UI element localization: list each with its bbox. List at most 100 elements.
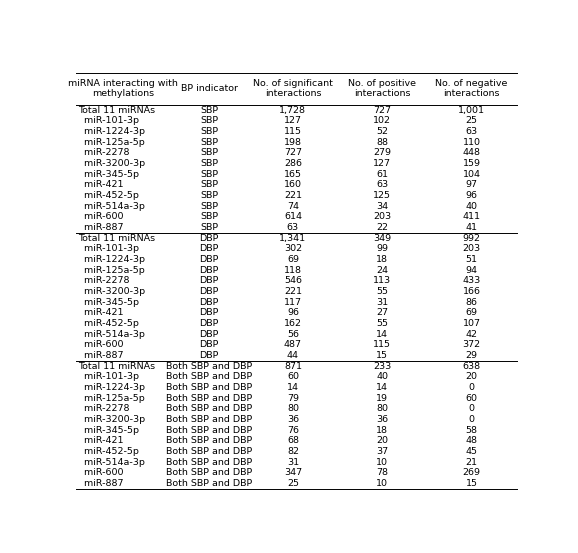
Text: 14: 14: [376, 330, 388, 338]
Text: 638: 638: [462, 362, 480, 371]
Text: 63: 63: [376, 180, 388, 189]
Text: SBP: SBP: [200, 106, 218, 114]
Text: Both SBP and DBP: Both SBP and DBP: [166, 457, 252, 467]
Text: miR-101-3p: miR-101-3p: [77, 116, 139, 125]
Text: 24: 24: [376, 265, 388, 274]
Text: 302: 302: [284, 244, 302, 253]
Text: miR-1224-3p: miR-1224-3p: [77, 127, 144, 136]
Text: DBP: DBP: [199, 340, 219, 349]
Text: 31: 31: [376, 298, 388, 306]
Text: DBP: DBP: [199, 265, 219, 274]
Text: 25: 25: [287, 479, 299, 488]
Text: 60: 60: [287, 372, 299, 381]
Text: Both SBP and DBP: Both SBP and DBP: [166, 415, 252, 424]
Text: 78: 78: [376, 468, 388, 477]
Text: 34: 34: [376, 201, 388, 211]
Text: 27: 27: [376, 308, 388, 317]
Text: miR-452-5p: miR-452-5p: [77, 191, 139, 200]
Text: No. of positive
interactions: No. of positive interactions: [348, 79, 416, 98]
Text: 51: 51: [465, 255, 477, 264]
Text: miR-2278: miR-2278: [77, 148, 129, 157]
Text: 159: 159: [462, 159, 480, 168]
Text: 115: 115: [373, 340, 391, 349]
Text: BP indicator: BP indicator: [181, 84, 238, 93]
Text: SBP: SBP: [200, 201, 218, 211]
Text: 992: 992: [462, 233, 480, 243]
Text: 61: 61: [376, 170, 388, 179]
Text: Both SBP and DBP: Both SBP and DBP: [166, 468, 252, 477]
Text: 0: 0: [468, 404, 475, 413]
Text: miR-3200-3p: miR-3200-3p: [77, 415, 144, 424]
Text: 614: 614: [284, 212, 302, 221]
Text: miR-452-5p: miR-452-5p: [77, 319, 139, 328]
Text: 221: 221: [284, 191, 302, 200]
Text: 14: 14: [376, 383, 388, 392]
Text: Both SBP and DBP: Both SBP and DBP: [166, 447, 252, 456]
Text: 86: 86: [465, 298, 477, 306]
Text: 80: 80: [287, 404, 299, 413]
Text: miR-887: miR-887: [77, 351, 123, 360]
Text: 113: 113: [373, 276, 391, 285]
Text: 160: 160: [284, 180, 302, 189]
Text: 19: 19: [376, 394, 388, 403]
Text: 727: 727: [373, 106, 391, 114]
Text: 166: 166: [462, 287, 480, 296]
Text: Both SBP and DBP: Both SBP and DBP: [166, 362, 252, 371]
Text: miR-600: miR-600: [77, 340, 123, 349]
Text: DBP: DBP: [199, 287, 219, 296]
Text: miR-1224-3p: miR-1224-3p: [77, 383, 144, 392]
Text: 165: 165: [284, 170, 302, 179]
Text: DBP: DBP: [199, 330, 219, 338]
Text: SBP: SBP: [200, 116, 218, 125]
Text: 221: 221: [284, 287, 302, 296]
Text: 118: 118: [284, 265, 302, 274]
Text: 0: 0: [468, 415, 475, 424]
Text: 96: 96: [465, 191, 477, 200]
Text: SBP: SBP: [200, 191, 218, 200]
Text: 102: 102: [373, 116, 391, 125]
Text: miR-345-5p: miR-345-5p: [77, 298, 139, 306]
Text: miR-2278: miR-2278: [77, 276, 129, 285]
Text: SBP: SBP: [200, 212, 218, 221]
Text: 44: 44: [287, 351, 299, 360]
Text: miR-125a-5p: miR-125a-5p: [77, 265, 144, 274]
Text: 69: 69: [287, 255, 299, 264]
Text: SBP: SBP: [200, 127, 218, 136]
Text: 1,001: 1,001: [458, 106, 485, 114]
Text: 198: 198: [284, 138, 302, 147]
Text: 74: 74: [287, 201, 299, 211]
Text: 127: 127: [284, 116, 302, 125]
Text: 18: 18: [376, 426, 388, 435]
Text: miR-3200-3p: miR-3200-3p: [77, 287, 144, 296]
Text: miR-101-3p: miR-101-3p: [77, 244, 139, 253]
Text: DBP: DBP: [199, 319, 219, 328]
Text: 203: 203: [462, 244, 480, 253]
Text: 18: 18: [376, 255, 388, 264]
Text: 48: 48: [465, 436, 477, 445]
Text: 10: 10: [376, 479, 388, 488]
Text: Both SBP and DBP: Both SBP and DBP: [166, 372, 252, 381]
Text: 25: 25: [465, 116, 477, 125]
Text: 0: 0: [468, 383, 475, 392]
Text: SBP: SBP: [200, 223, 218, 232]
Text: 20: 20: [376, 436, 388, 445]
Text: Both SBP and DBP: Both SBP and DBP: [166, 394, 252, 403]
Text: 871: 871: [284, 362, 302, 371]
Text: SBP: SBP: [200, 180, 218, 189]
Text: 15: 15: [465, 479, 477, 488]
Text: 21: 21: [465, 457, 477, 467]
Text: 42: 42: [465, 330, 477, 338]
Text: 36: 36: [376, 415, 388, 424]
Text: 347: 347: [284, 468, 302, 477]
Text: Total 11 miRNAs: Total 11 miRNAs: [77, 233, 155, 243]
Text: SBP: SBP: [200, 138, 218, 147]
Text: 104: 104: [462, 170, 480, 179]
Text: miR-125a-5p: miR-125a-5p: [77, 138, 144, 147]
Text: 60: 60: [465, 394, 477, 403]
Text: 349: 349: [373, 233, 391, 243]
Text: 546: 546: [284, 276, 302, 285]
Text: miR-514a-3p: miR-514a-3p: [77, 457, 144, 467]
Text: 31: 31: [287, 457, 299, 467]
Text: 68: 68: [287, 436, 299, 445]
Text: 63: 63: [465, 127, 477, 136]
